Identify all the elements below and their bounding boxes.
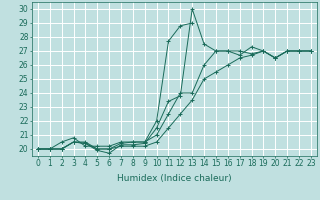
X-axis label: Humidex (Indice chaleur): Humidex (Indice chaleur) <box>117 174 232 183</box>
